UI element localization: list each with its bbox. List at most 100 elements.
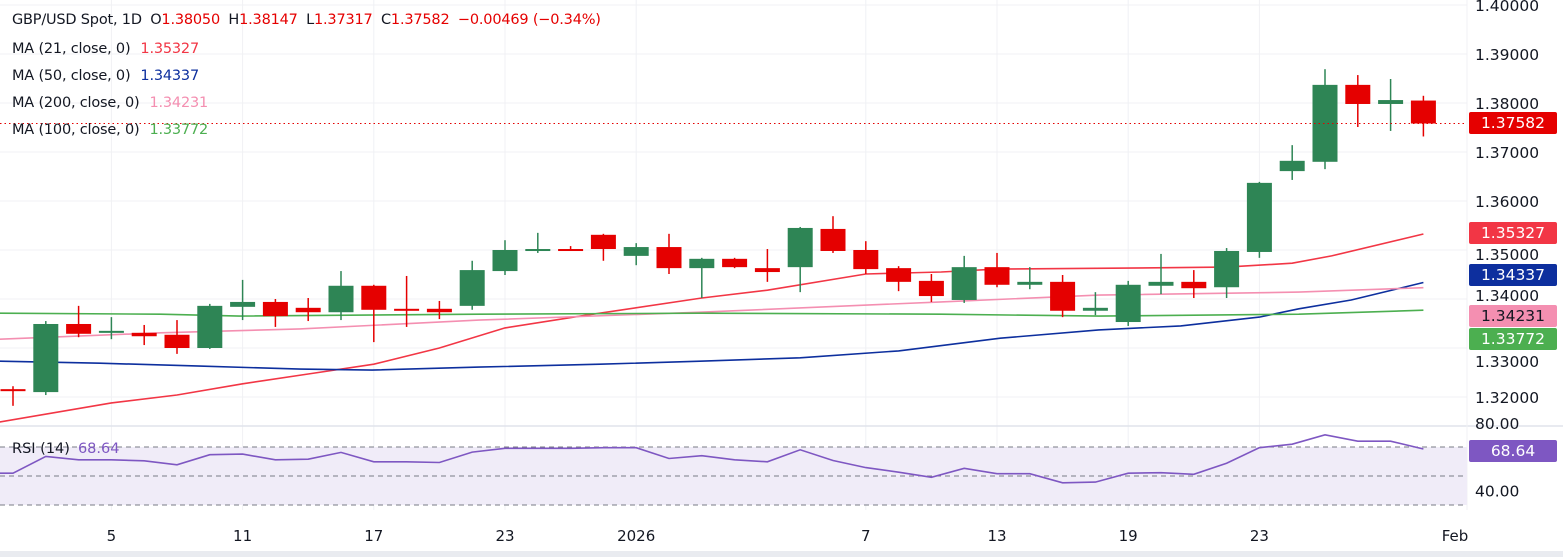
candle [394,275,420,327]
candle [66,305,92,338]
time-axis-label: 13 [987,527,1006,545]
ma50-legend[interactable]: MA (50, close, 0) 1.34337 [12,68,203,84]
candle-body [1246,182,1272,252]
close-label: C1.37582 [381,12,450,28]
candle [1345,75,1371,128]
time-axis-label: 23 [495,527,514,545]
candle-body [0,389,26,392]
candle-body [951,267,977,300]
candle [820,216,846,253]
ma200-price-tag: 1.34231 [1469,305,1557,327]
candle [984,252,1010,288]
candle-body [754,268,780,273]
moving-average-line [0,309,1424,317]
candle-body [1410,100,1436,124]
price-axis-label: 1.39000 [1475,46,1539,64]
candle [1050,274,1076,318]
ma21-label: MA (21, close, 0) [12,41,131,57]
candle [590,233,616,261]
candle-body [918,280,944,297]
candle-body [459,270,485,306]
close-letter: C [380,12,391,28]
low-value: 1.37317 [314,12,373,28]
candle [754,249,780,282]
high-letter: H [228,12,240,28]
candle-body [66,323,92,334]
candle [1214,248,1240,299]
low-letter: L [306,12,314,28]
candle [33,321,59,396]
candle-body [656,247,682,269]
candle [230,279,256,321]
price-axis-label: 1.38000 [1475,95,1539,113]
ma100-price-tag: 1.33772 [1469,328,1557,350]
rsi-axis-label: 80.00 [1475,415,1519,433]
candle [525,232,551,253]
candle [131,324,157,346]
candle-body [525,249,551,252]
candle-body [394,308,420,311]
price-axis-label: 1.32000 [1475,389,1539,407]
candle-body [98,330,124,333]
price-axis-label: 1.33000 [1475,353,1539,371]
candle [558,246,584,252]
candle [951,255,977,303]
candle [1181,270,1207,299]
candle-body [886,268,912,282]
candle-body [689,258,715,269]
time-axis-label: 19 [1119,527,1138,545]
candle-body [1214,250,1240,288]
ma100-label: MA (100, close, 0) [12,122,140,138]
ma21-legend[interactable]: MA (21, close, 0) 1.35327 [12,41,203,57]
candle [295,298,321,322]
candle-body [33,323,59,393]
candle-body [492,250,518,272]
rsi-axis-label: 40.00 [1475,483,1519,501]
candle [1312,69,1338,170]
candle [0,386,26,406]
candle [787,226,813,293]
candle [886,266,912,292]
price-axis-label: 1.35000 [1475,246,1539,264]
candle [918,274,944,302]
rsi-legend-value: 68.64 [77,441,120,457]
rsi-legend[interactable]: RSI (14) 68.64 [12,441,119,457]
candle-body [262,301,288,317]
close-value: 1.37582 [390,12,450,28]
candle [164,320,190,354]
low-label: L1.37317 [306,12,373,28]
candle-body [164,334,190,348]
candle [1378,78,1404,131]
bottom-border [0,551,1563,557]
ma100-legend[interactable]: MA (100, close, 0) 1.33772 [12,122,212,138]
time-axis-label: 17 [364,527,383,545]
ma50-price-tag: 1.34337 [1469,264,1557,286]
candle [689,257,715,299]
open-value: 1.38050 [161,12,220,28]
candle [361,284,387,343]
rsi-label: RSI (14) [12,441,70,457]
time-axis-label: 11 [233,527,252,545]
time-axis-label: 23 [1250,527,1269,545]
candle-body [1181,281,1207,289]
candle-body [1082,307,1108,311]
high-label: H1.38147 [228,12,297,28]
candle [656,233,682,275]
candle [426,300,452,320]
last-price-tag: 1.37582 [1469,112,1557,134]
candle-body [361,285,387,310]
ma21-value: 1.35327 [140,41,199,57]
candle-body [295,307,321,313]
candle-body [230,301,256,307]
candle [1410,95,1436,137]
candle [1279,145,1305,180]
ma100-value: 1.33772 [149,122,209,138]
candle-body [1378,100,1404,104]
candle-body [1115,284,1141,323]
rsi-line [0,433,1424,484]
candle-body [558,249,584,252]
ma200-legend[interactable]: MA (200, close, 0) 1.34231 [12,95,212,111]
time-axis-label: 7 [861,527,871,545]
candle [1115,280,1141,326]
